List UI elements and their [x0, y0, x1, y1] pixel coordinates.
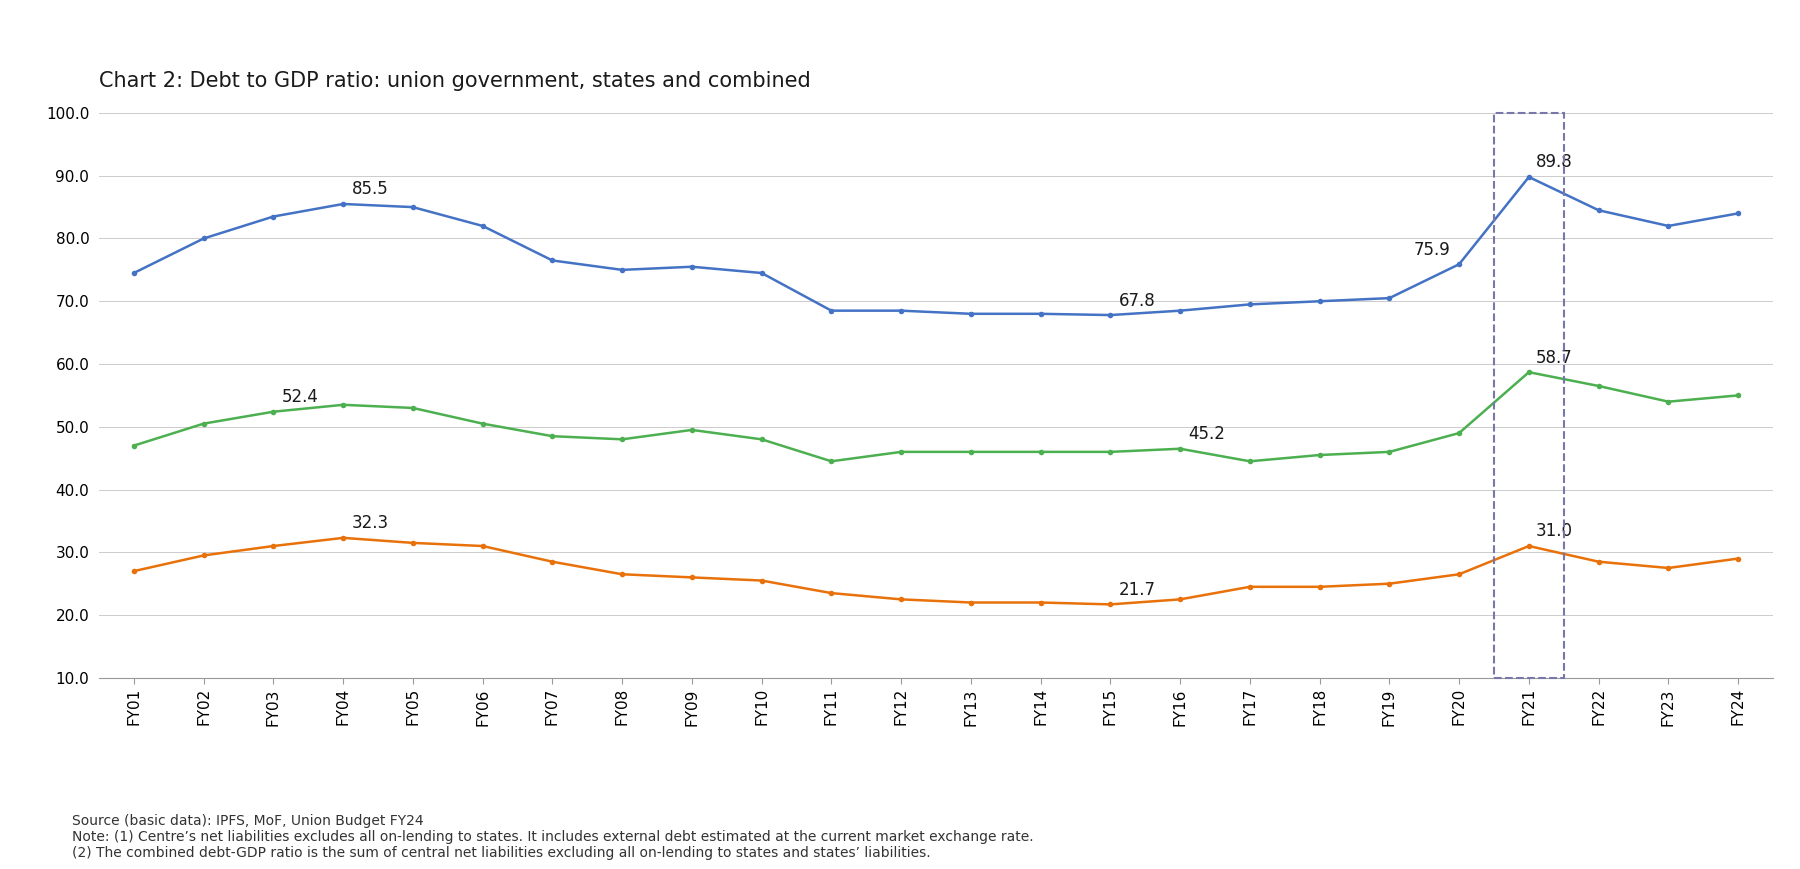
States debt: [1517, 541, 1539, 551]
Center's debt: [1658, 396, 1679, 407]
Line: Combined debt: Combined debt: [131, 174, 1741, 318]
States debt: [612, 569, 634, 580]
Text: 21.7: 21.7: [1120, 580, 1156, 599]
Center's debt: [751, 434, 772, 445]
Center's debt: [1517, 367, 1539, 377]
States debt: [1658, 563, 1679, 574]
Combined debt: [542, 255, 563, 266]
Text: 32.3: 32.3: [351, 514, 389, 533]
Center's debt: [959, 447, 981, 457]
Combined debt: [1588, 205, 1609, 216]
Combined debt: [1517, 172, 1539, 182]
Combined debt: [680, 262, 702, 272]
Center's debt: [1100, 447, 1121, 457]
States debt: [472, 541, 493, 551]
Combined debt: [193, 233, 214, 243]
Text: 85.5: 85.5: [351, 181, 389, 198]
Combined debt: [1030, 308, 1051, 319]
Center's debt: [680, 425, 702, 435]
Center's debt: [612, 434, 634, 445]
Combined debt: [401, 202, 423, 212]
States debt: [821, 587, 842, 598]
Combined debt: [1100, 310, 1121, 321]
States debt: [1238, 581, 1260, 592]
States debt: [891, 594, 913, 605]
States debt: [193, 550, 214, 561]
Combined debt: [1728, 209, 1750, 219]
Center's debt: [1309, 450, 1330, 461]
States debt: [542, 556, 563, 567]
Combined debt: [612, 265, 634, 275]
Combined debt: [891, 306, 913, 316]
States debt: [333, 533, 355, 543]
States debt: [1728, 554, 1750, 564]
States debt: [1449, 569, 1471, 580]
Text: 52.4: 52.4: [283, 388, 319, 406]
Combined debt: [751, 268, 772, 278]
Combined debt: [1379, 293, 1400, 303]
Combined debt: [122, 268, 144, 278]
Text: 45.2: 45.2: [1188, 425, 1226, 443]
Line: States debt: States debt: [131, 535, 1741, 607]
Text: 75.9: 75.9: [1415, 241, 1451, 259]
Center's debt: [1030, 447, 1051, 457]
Center's debt: [891, 447, 913, 457]
Legend: Center's debt, States debt, Combined debt: Center's debt, States debt, Combined deb…: [862, 867, 1411, 869]
Center's debt: [1238, 456, 1260, 467]
Text: Chart 2: Debt to GDP ratio: union government, states and combined: Chart 2: Debt to GDP ratio: union govern…: [99, 71, 810, 91]
Combined debt: [1309, 296, 1330, 307]
Center's debt: [1379, 447, 1400, 457]
States debt: [1170, 594, 1192, 605]
States debt: [1030, 597, 1051, 607]
Center's debt: [333, 400, 355, 410]
Text: Source (basic data): IPFS, MoF, Union Budget FY24
Note: (1) Centre’s net liabili: Source (basic data): IPFS, MoF, Union Bu…: [72, 814, 1033, 860]
Combined debt: [263, 211, 284, 222]
Text: 67.8: 67.8: [1120, 291, 1156, 309]
States debt: [1379, 579, 1400, 589]
Center's debt: [821, 456, 842, 467]
States debt: [1588, 556, 1609, 567]
States debt: [1309, 581, 1330, 592]
Combined debt: [1170, 306, 1192, 316]
Combined debt: [959, 308, 981, 319]
Center's debt: [1728, 390, 1750, 401]
States debt: [959, 597, 981, 607]
States debt: [751, 575, 772, 586]
Combined debt: [1449, 259, 1471, 269]
Center's debt: [263, 407, 284, 417]
States debt: [1100, 600, 1121, 610]
Combined debt: [333, 199, 355, 209]
Combined debt: [472, 221, 493, 231]
Line: Center's debt: Center's debt: [131, 369, 1741, 464]
Center's debt: [193, 419, 214, 429]
States debt: [401, 538, 423, 548]
Center's debt: [1449, 428, 1471, 438]
Bar: [1494, 113, 1564, 678]
Combined debt: [1238, 299, 1260, 309]
Combined debt: [821, 306, 842, 316]
States debt: [680, 572, 702, 582]
Center's debt: [122, 441, 144, 451]
Center's debt: [401, 402, 423, 413]
Text: 31.0: 31.0: [1535, 522, 1573, 541]
States debt: [263, 541, 284, 551]
Center's debt: [1170, 443, 1192, 454]
Center's debt: [542, 431, 563, 441]
Center's debt: [1588, 381, 1609, 391]
Text: 58.7: 58.7: [1535, 348, 1573, 367]
Text: 89.8: 89.8: [1535, 154, 1573, 171]
Combined debt: [1658, 221, 1679, 231]
States debt: [122, 566, 144, 576]
Center's debt: [472, 419, 493, 429]
